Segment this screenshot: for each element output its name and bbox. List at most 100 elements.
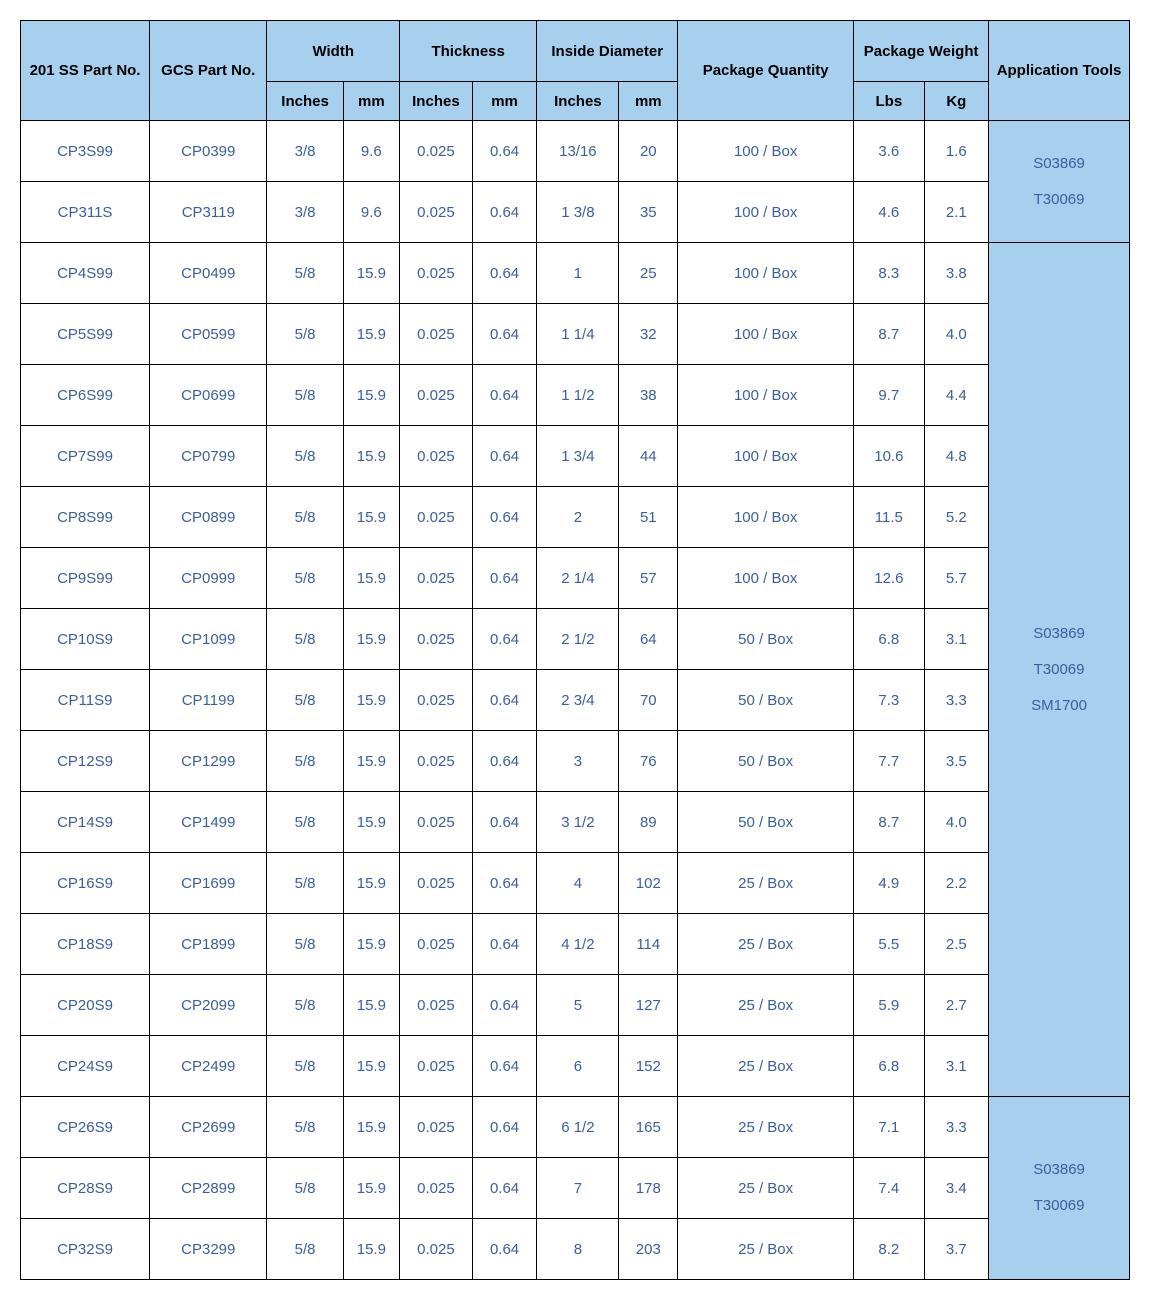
cell-width-in: 5/8 <box>267 670 343 731</box>
cell-inside-mm: 35 <box>619 182 678 243</box>
cell-kg: 3.7 <box>924 1219 989 1280</box>
cell-201-part: CP6S99 <box>21 365 150 426</box>
cell-201-part: CP32S9 <box>21 1219 150 1280</box>
cell-lbs: 7.7 <box>854 731 924 792</box>
cell-201-part: CP3S99 <box>21 121 150 182</box>
cell-lbs: 10.6 <box>854 426 924 487</box>
cell-inside-in: 2 1/4 <box>537 548 619 609</box>
cell-inside-mm: 64 <box>619 609 678 670</box>
cell-inside-mm: 38 <box>619 365 678 426</box>
cell-width-in: 5/8 <box>267 975 343 1036</box>
cell-width-in: 5/8 <box>267 609 343 670</box>
cell-kg: 3.3 <box>924 1097 989 1158</box>
cell-lbs: 4.6 <box>854 182 924 243</box>
cell-width-mm: 15.9 <box>343 1036 399 1097</box>
table-row: CP4S99CP04995/815.90.0250.64125100 / Box… <box>21 243 1130 304</box>
cell-thick-mm: 0.64 <box>472 914 537 975</box>
cell-inside-mm: 89 <box>619 792 678 853</box>
cell-inside-mm: 114 <box>619 914 678 975</box>
cell-lbs: 12.6 <box>854 548 924 609</box>
cell-kg: 3.8 <box>924 243 989 304</box>
cell-gcs-part: CP2699 <box>150 1097 267 1158</box>
cell-201-part: CP16S9 <box>21 853 150 914</box>
cell-thick-in: 0.025 <box>400 1219 473 1280</box>
cell-201-part: CP14S9 <box>21 792 150 853</box>
cell-inside-mm: 76 <box>619 731 678 792</box>
cell-thick-mm: 0.64 <box>472 853 537 914</box>
cell-inside-in: 13/16 <box>537 121 619 182</box>
cell-inside-mm: 178 <box>619 1158 678 1219</box>
col-thickness: Thickness <box>400 21 537 82</box>
cell-lbs: 6.8 <box>854 609 924 670</box>
cell-kg: 2.7 <box>924 975 989 1036</box>
cell-width-in: 5/8 <box>267 426 343 487</box>
cell-kg: 4.0 <box>924 792 989 853</box>
cell-width-mm: 15.9 <box>343 365 399 426</box>
cell-qty: 50 / Box <box>678 792 854 853</box>
col-inside-in: Inches <box>537 82 619 121</box>
cell-thick-mm: 0.64 <box>472 487 537 548</box>
cell-qty: 100 / Box <box>678 304 854 365</box>
cell-201-part: CP4S99 <box>21 243 150 304</box>
cell-201-part: CP20S9 <box>21 975 150 1036</box>
col-thick-mm: mm <box>472 82 537 121</box>
cell-width-mm: 15.9 <box>343 243 399 304</box>
cell-qty: 100 / Box <box>678 365 854 426</box>
cell-thick-mm: 0.64 <box>472 1036 537 1097</box>
cell-inside-mm: 57 <box>619 548 678 609</box>
parts-table: 201 SS Part No. GCS Part No. Width Thick… <box>20 20 1130 1280</box>
cell-inside-mm: 102 <box>619 853 678 914</box>
cell-thick-mm: 0.64 <box>472 1219 537 1280</box>
cell-lbs: 7.3 <box>854 670 924 731</box>
cell-kg: 4.4 <box>924 365 989 426</box>
cell-thick-in: 0.025 <box>400 975 473 1036</box>
cell-inside-in: 1 1/2 <box>537 365 619 426</box>
table-row: CP7S99CP07995/815.90.0250.641 3/444100 /… <box>21 426 1130 487</box>
col-width-mm: mm <box>343 82 399 121</box>
cell-kg: 4.0 <box>924 304 989 365</box>
cell-lbs: 7.1 <box>854 1097 924 1158</box>
cell-inside-mm: 127 <box>619 975 678 1036</box>
cell-gcs-part: CP0799 <box>150 426 267 487</box>
cell-width-in: 5/8 <box>267 792 343 853</box>
cell-qty: 25 / Box <box>678 853 854 914</box>
cell-width-in: 5/8 <box>267 1097 343 1158</box>
cell-width-in: 5/8 <box>267 365 343 426</box>
cell-inside-in: 2 3/4 <box>537 670 619 731</box>
cell-lbs: 8.7 <box>854 304 924 365</box>
cell-kg: 3.4 <box>924 1158 989 1219</box>
table-row: CP26S9CP26995/815.90.0250.646 1/216525 /… <box>21 1097 1130 1158</box>
cell-thick-in: 0.025 <box>400 1036 473 1097</box>
cell-qty: 100 / Box <box>678 487 854 548</box>
cell-gcs-part: CP1499 <box>150 792 267 853</box>
cell-gcs-part: CP0399 <box>150 121 267 182</box>
cell-201-part: CP10S9 <box>21 609 150 670</box>
cell-gcs-part: CP0599 <box>150 304 267 365</box>
cell-lbs: 8.2 <box>854 1219 924 1280</box>
cell-inside-in: 3 1/2 <box>537 792 619 853</box>
cell-width-in: 5/8 <box>267 1158 343 1219</box>
cell-gcs-part: CP1299 <box>150 731 267 792</box>
col-width: Width <box>267 21 400 82</box>
cell-201-part: CP12S9 <box>21 731 150 792</box>
cell-inside-in: 4 <box>537 853 619 914</box>
table-row: CP5S99CP05995/815.90.0250.641 1/432100 /… <box>21 304 1130 365</box>
col-qty: Package Quantity <box>678 21 854 121</box>
cell-201-part: CP8S99 <box>21 487 150 548</box>
cell-qty: 50 / Box <box>678 670 854 731</box>
cell-inside-mm: 70 <box>619 670 678 731</box>
cell-inside-mm: 44 <box>619 426 678 487</box>
cell-inside-in: 1 3/8 <box>537 182 619 243</box>
cell-gcs-part: CP0999 <box>150 548 267 609</box>
cell-application-tools: S03869T30069SM1700 <box>989 243 1130 1097</box>
cell-thick-in: 0.025 <box>400 365 473 426</box>
cell-width-in: 5/8 <box>267 243 343 304</box>
cell-inside-in: 2 1/2 <box>537 609 619 670</box>
cell-width-mm: 9.6 <box>343 121 399 182</box>
cell-width-in: 5/8 <box>267 1036 343 1097</box>
cell-inside-in: 7 <box>537 1158 619 1219</box>
cell-thick-mm: 0.64 <box>472 975 537 1036</box>
cell-thick-mm: 0.64 <box>472 670 537 731</box>
table-row: CP32S9CP32995/815.90.0250.64820325 / Box… <box>21 1219 1130 1280</box>
cell-gcs-part: CP2099 <box>150 975 267 1036</box>
